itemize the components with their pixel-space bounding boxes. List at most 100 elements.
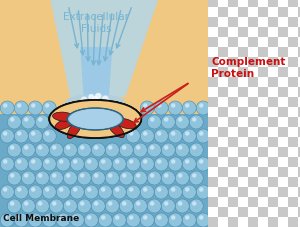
Circle shape [77,171,91,185]
Ellipse shape [49,113,71,122]
Bar [228,127,238,137]
Circle shape [119,199,133,213]
Bar [238,8,248,18]
Bar [218,207,228,217]
Circle shape [105,199,119,213]
Bar [268,137,278,147]
Bar [278,157,288,167]
Bar [218,217,228,227]
Circle shape [45,215,50,220]
Circle shape [21,116,35,129]
Bar [228,167,238,177]
Bar [278,68,288,78]
Bar [238,108,248,118]
Circle shape [28,185,42,199]
Ellipse shape [124,112,142,121]
Bar [288,118,298,127]
Bar [298,217,300,227]
Circle shape [143,160,148,164]
Bar [288,58,298,68]
Circle shape [164,173,169,178]
Circle shape [17,104,22,108]
Bar [228,28,238,38]
Circle shape [150,201,154,206]
Circle shape [45,104,50,108]
Circle shape [115,188,119,192]
Bar [228,157,238,167]
Bar [228,0,238,8]
Circle shape [91,199,105,213]
Bar [298,38,300,48]
Bar [288,108,298,118]
Bar [258,147,268,157]
Bar [258,127,268,137]
Bar [208,147,218,157]
Circle shape [84,157,98,171]
Circle shape [21,171,35,185]
Bar [238,88,248,98]
Circle shape [66,146,70,150]
Circle shape [189,143,203,157]
Circle shape [63,143,77,157]
Circle shape [52,201,56,206]
Circle shape [154,129,168,143]
Bar [208,0,218,8]
Bar [228,78,238,88]
Circle shape [189,116,203,129]
Bar [238,98,248,108]
Bar [228,118,238,127]
Polygon shape [80,48,112,108]
Circle shape [35,171,49,185]
Bar [278,167,288,177]
Circle shape [66,201,70,206]
Circle shape [150,118,154,122]
Circle shape [150,146,154,150]
Circle shape [157,160,161,164]
Circle shape [136,201,140,206]
Bar [208,38,218,48]
Circle shape [143,104,148,108]
Circle shape [192,118,196,122]
Circle shape [63,171,77,185]
Circle shape [98,157,112,171]
Circle shape [70,157,84,171]
Bar [208,167,218,177]
Bar [258,0,268,8]
Circle shape [31,160,35,164]
Circle shape [38,146,43,150]
Bar [248,118,258,127]
Bar [208,88,218,98]
Circle shape [122,146,127,150]
Bar [278,187,288,197]
Bar [278,147,288,157]
Bar [238,48,248,58]
Bar [278,88,288,98]
Circle shape [154,101,168,116]
Bar [268,118,278,127]
Circle shape [140,157,154,171]
Bar [268,207,278,217]
Bar [248,207,258,217]
Bar [248,157,258,167]
Bar [268,18,278,28]
Ellipse shape [91,126,119,136]
Bar [238,207,248,217]
Bar [248,98,258,108]
Bar [248,147,258,157]
Circle shape [98,213,112,227]
Circle shape [38,118,43,122]
Circle shape [0,213,14,227]
Text: Complement
Protein: Complement Protein [212,57,286,79]
Circle shape [70,185,84,199]
Circle shape [10,201,14,206]
Bar [298,197,300,207]
Bar [208,28,218,38]
Circle shape [7,116,21,129]
Bar [258,78,268,88]
Bar [248,48,258,58]
Bar [278,18,288,28]
Bar [208,108,218,118]
Bar [298,28,300,38]
Bar [288,187,298,197]
Bar [268,98,278,108]
